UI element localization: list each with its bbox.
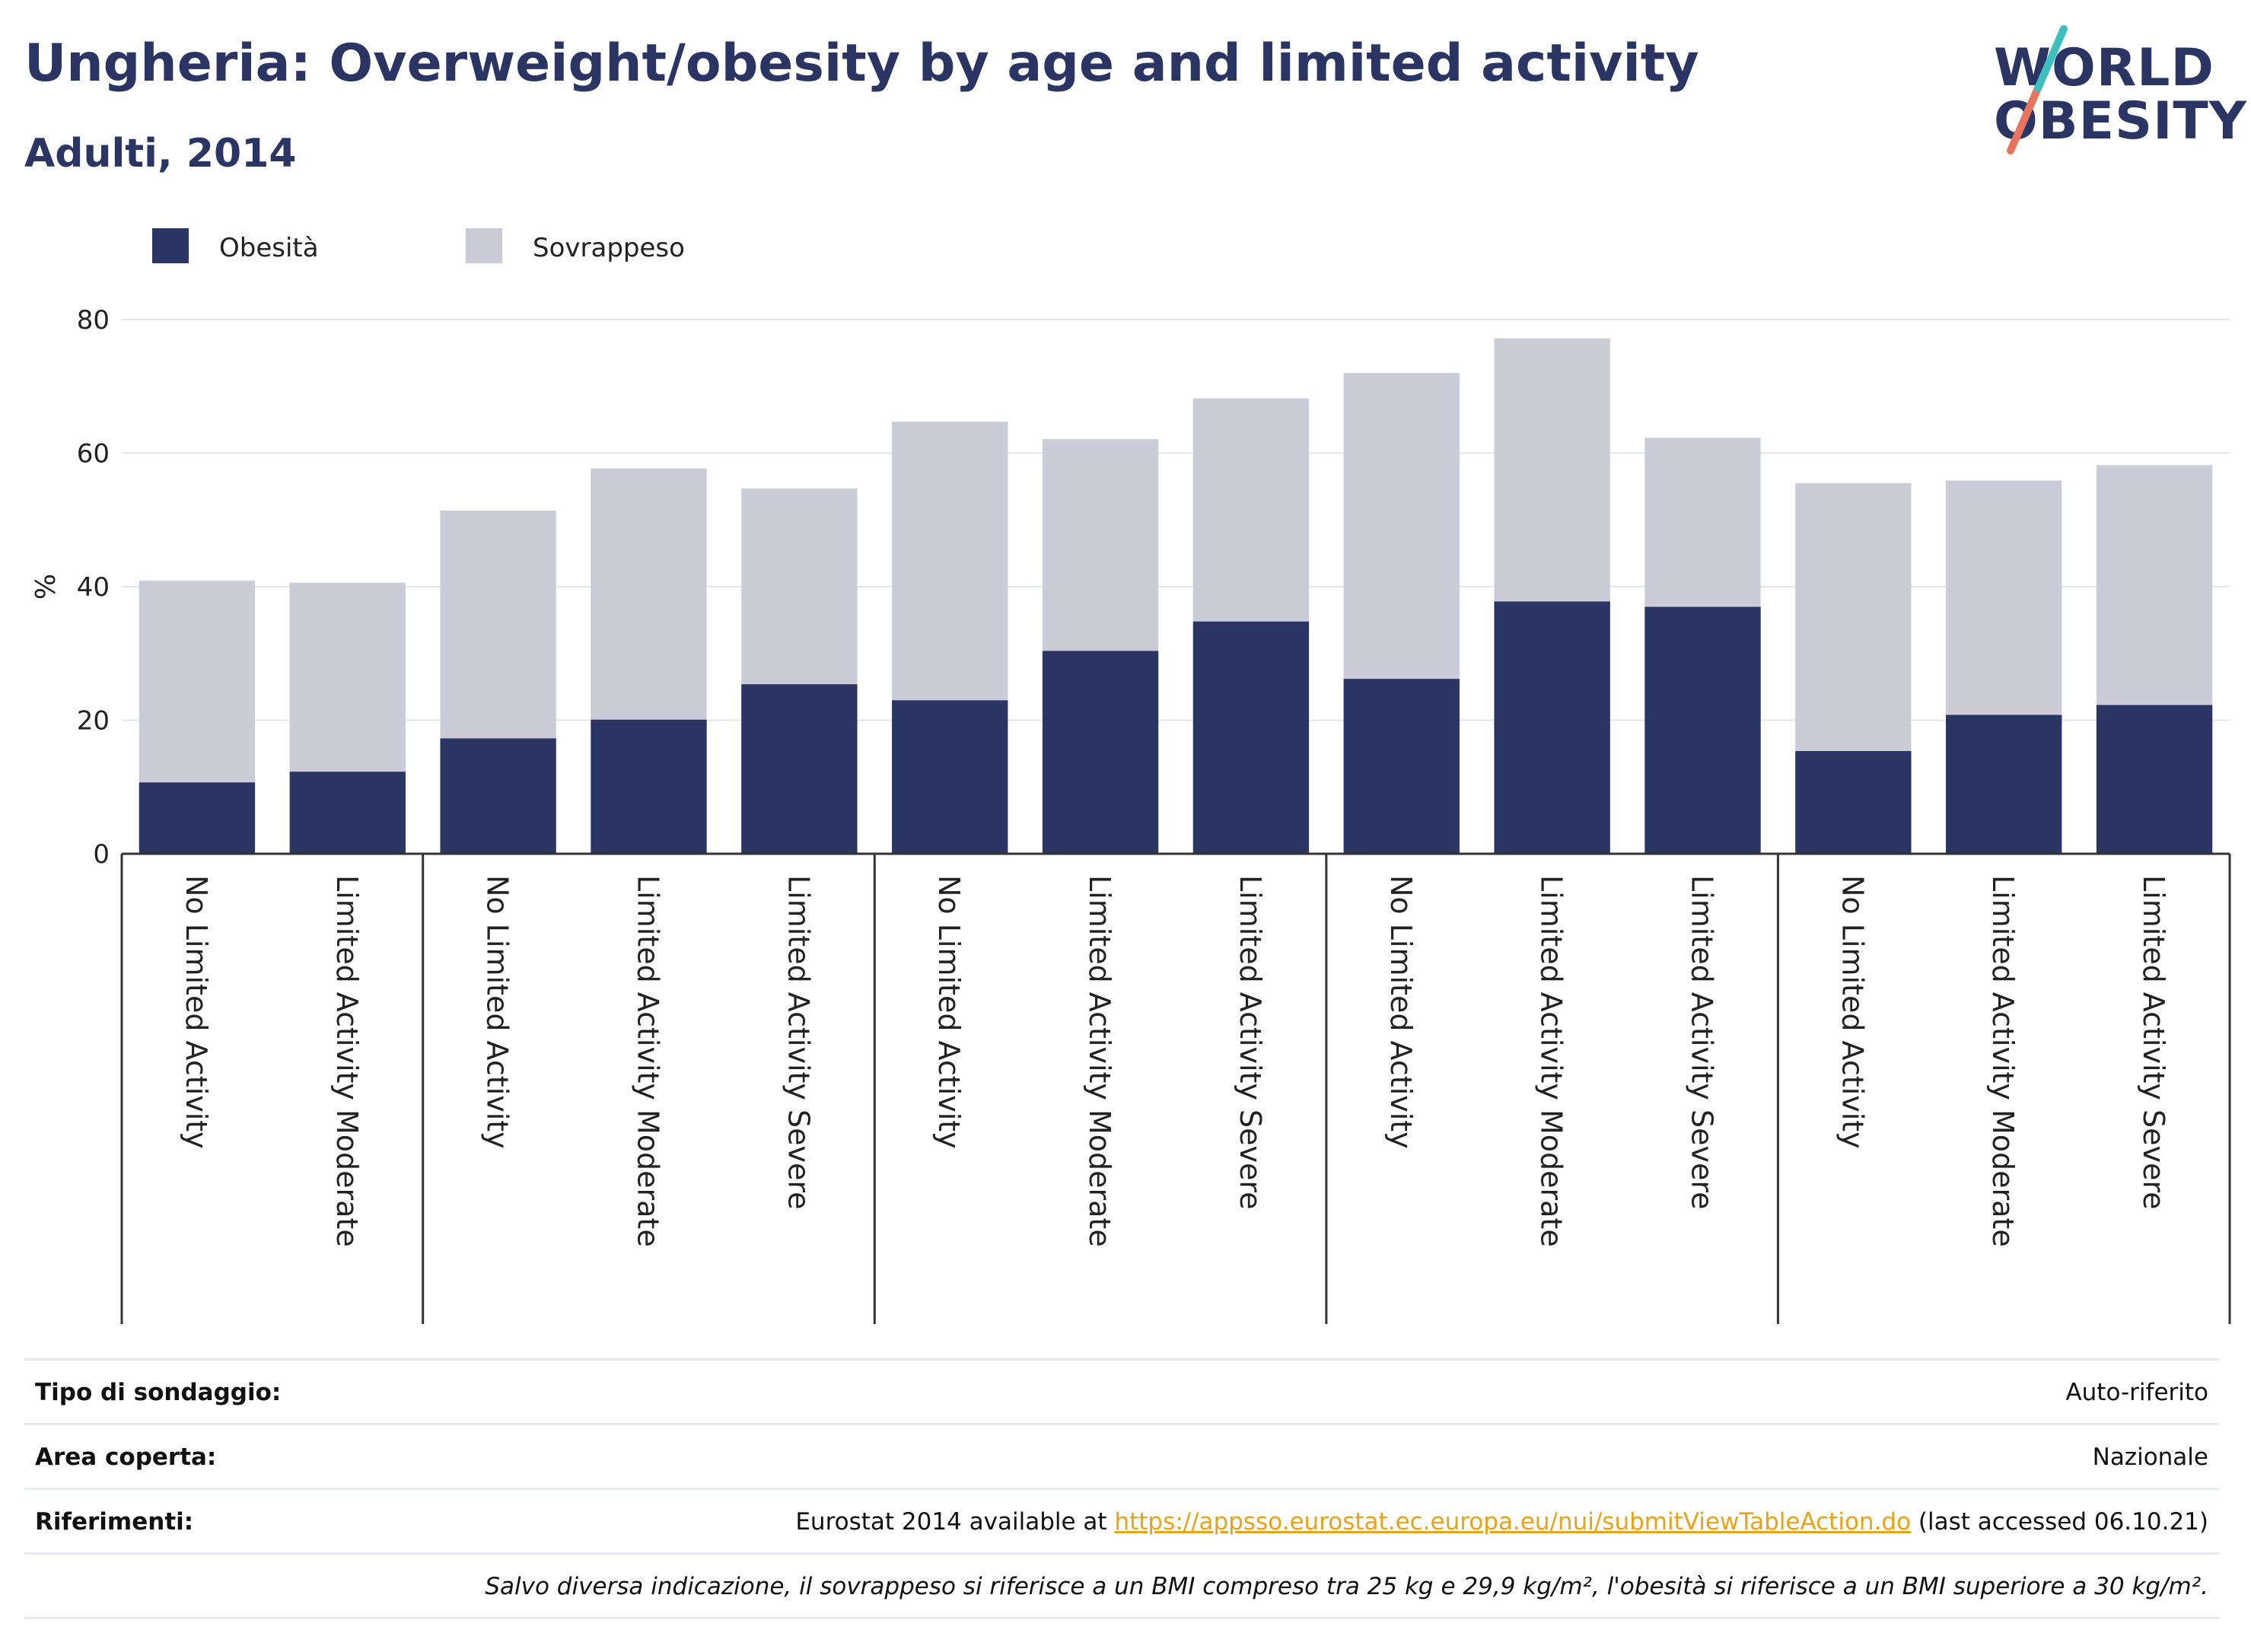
bar-overweight [1946,480,2062,715]
reference-prefix: Eurostat 2014 available at [795,1508,1115,1536]
bar-obesity [289,772,406,854]
x-tick-label: Limited Activity Moderate [1083,875,1116,1247]
legend-swatch [152,228,189,263]
footer-row-note: Salvo diversa indicazione, il sovrappeso… [24,1552,2219,1619]
bar-overweight [1042,439,1159,651]
footer-label: Tipo di sondaggio: [35,1379,282,1406]
legend-swatch [466,228,502,263]
footer-label: Riferimenti: [35,1508,194,1536]
bar-overweight [1795,482,1912,751]
x-tick-label: No Limited Activity [932,875,966,1149]
x-tick-label: No Limited Activity [180,875,213,1149]
footer-label: Area coperta: [35,1444,217,1471]
page-title: Ungheria: Overweight/obesity by age and … [24,33,1699,94]
bar-overweight [289,582,406,772]
logo-line-1: WORLD [1994,38,2214,98]
x-tick-label: Limited Activity Severe [1686,875,1719,1210]
bar-obesity [1644,606,1761,854]
bar-overweight [440,510,556,739]
bar-overweight [2096,465,2213,705]
bar-overweight [1494,338,1610,602]
x-tick-label: No Limited Activity [1836,875,1869,1149]
x-tick-label: Limited Activity Moderate [1535,875,1568,1247]
bar-obesity [1795,750,1912,854]
bar-overweight [892,422,1008,701]
x-tick-label: Limited Activity Severe [1234,875,1267,1210]
footer-value: Eurostat 2014 available at https://appss… [795,1508,2208,1536]
x-tick-label: No Limited Activity [1384,875,1418,1149]
x-tick-label: Limited Activity Moderate [632,875,665,1247]
y-tick-label: 0 [93,839,110,870]
x-tick-label: Limited Activity Moderate [330,875,364,1247]
bar-obesity [138,782,256,854]
bar-obesity [1192,621,1310,854]
footer-note: Salvo diversa indicazione, il sovrappeso… [485,1573,2208,1600]
bar-overweight [1192,398,1310,622]
footer-value: Nazionale [2092,1444,2208,1471]
bar-obesity [1494,601,1610,854]
bar-obesity [591,719,707,854]
bar-obesity [1946,715,2062,854]
reference-suffix: (last accessed 06.10.21) [1911,1508,2208,1536]
bar-overweight [138,581,256,783]
bar-overweight [591,468,707,720]
legend-label: Sovrappeso [533,233,685,263]
world-obesity-logo: WORLD OBESITY [1979,23,2246,160]
y-tick-label: 20 [77,706,110,737]
bar-obesity [440,738,556,854]
x-tick-label: No Limited Activity [481,875,514,1149]
bar-obesity [741,684,858,854]
bar-overweight [1644,438,1761,607]
chart: 0 20 40 60 80% Obesità Sovrappeso No Limited Ac… [30,228,2231,1324]
bar-overweight [1343,373,1460,680]
footer-value: Auto-riferito [2065,1379,2208,1406]
bar-obesity [1042,651,1159,854]
page-subtitle: Adulti, 2014 [24,131,297,177]
reference-link[interactable]: https://appsso.eurostat.ec.europa.eu/nui… [1114,1508,1912,1536]
y-tick-label: 40 [77,572,110,603]
bar-overweight [741,489,858,685]
logo-slash-icon [2007,25,2068,154]
footer-row-area: Area coperta: Nazionale [24,1423,2219,1488]
bar-obesity [1343,679,1460,854]
bar-obesity [892,700,1008,854]
y-axis-label: % [30,574,62,600]
footer-row-references: Riferimenti: Eurostat 2014 available at … [24,1488,2219,1552]
footer-table: Tipo di sondaggio: Auto-riferito Area co… [24,1358,2219,1619]
x-tick-label: Limited Activity Severe [2137,875,2170,1210]
y-tick-label: 60 [77,439,110,469]
x-tick-label: Limited Activity Severe [782,875,815,1210]
legend-label: Obesità [219,233,319,263]
footer-row-survey-type: Tipo di sondaggio: Auto-riferito [24,1358,2219,1423]
y-tick-label: 80 [77,305,110,336]
x-tick-label: Limited Activity Moderate [1986,875,2020,1247]
bar-obesity [2096,705,2213,854]
